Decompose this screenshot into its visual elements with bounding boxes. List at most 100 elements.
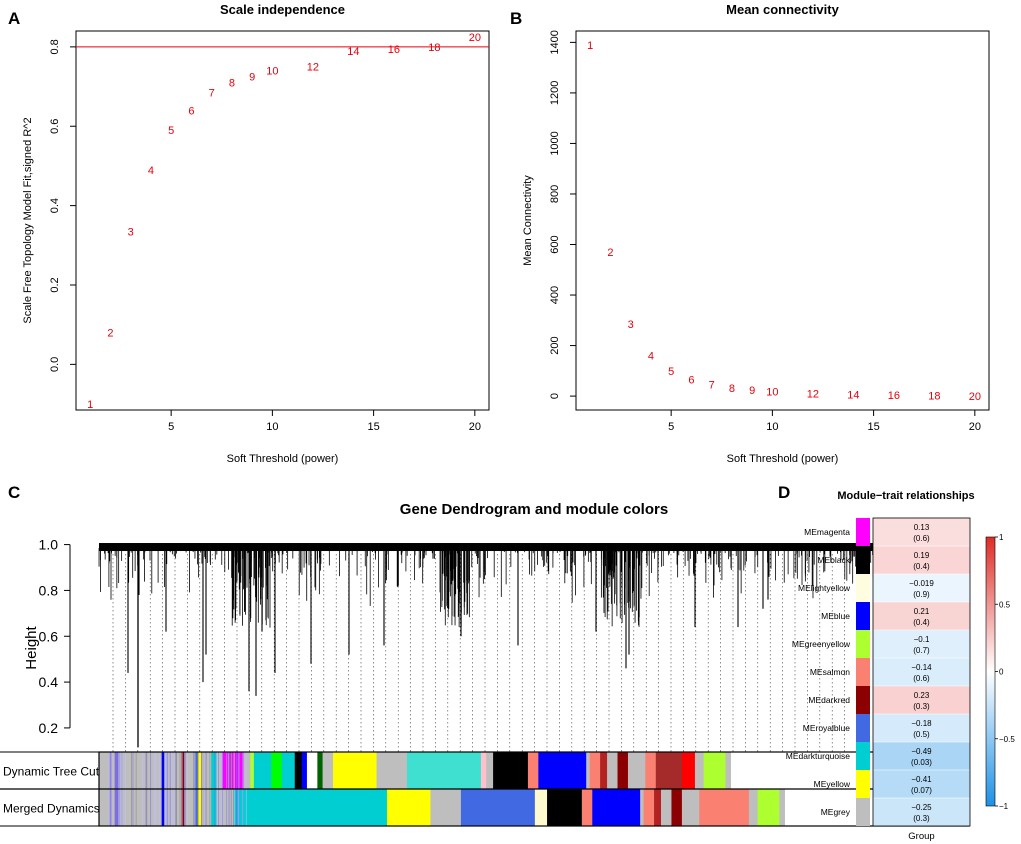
y-tick-label: 200 — [549, 336, 561, 354]
data-point-label: 7 — [709, 380, 715, 392]
heatmap-cell — [873, 602, 970, 630]
gene-dendrogram-plot: Gene Dendrogram and module colorsHeight0… — [0, 501, 970, 827]
p-value: (0.9) — [913, 590, 930, 599]
correlation-value: −0.1 — [914, 635, 930, 644]
data-point-label: 18 — [928, 391, 940, 403]
data-point-label: 2 — [607, 247, 613, 259]
data-point-label: 4 — [648, 351, 654, 363]
merged-dynamics-segment — [534, 789, 548, 826]
x-tick-label: 5 — [668, 421, 674, 433]
data-point-label: 5 — [168, 125, 174, 137]
colorbar-tick-label: −1 — [999, 802, 1009, 811]
dynamic-tree-cut-segment — [243, 752, 251, 789]
data-point-label: 8 — [729, 383, 735, 395]
x-tick-label: 20 — [969, 421, 981, 433]
y-tick-label: 0 — [549, 393, 561, 399]
dynamic-tree-cut-segment — [694, 752, 705, 789]
chart-title: Scale independence — [220, 2, 345, 17]
data-point-label: 5 — [668, 366, 674, 378]
y-tick-label: 0.8 — [39, 582, 59, 598]
data-point-label: 12 — [307, 62, 319, 74]
p-value: (0.6) — [913, 534, 930, 543]
y-tick-label: 0.4 — [39, 674, 59, 690]
chart-title: Mean connectivity — [726, 2, 839, 17]
merged-dynamics-segment — [643, 789, 655, 826]
dynamic-tree-cut-segment — [114, 752, 119, 789]
data-point-label: 20 — [969, 391, 981, 403]
colorbar-tick-label: 0.5 — [999, 600, 1011, 609]
x-tick-label: 10 — [266, 421, 278, 433]
x-tick-label: 20 — [469, 421, 481, 433]
dynamic-tree-cut-segment — [202, 752, 212, 789]
merged-dynamics-segment — [460, 789, 536, 826]
dynamic-tree-cut-segment — [538, 752, 587, 789]
x-tick-label: 15 — [367, 421, 379, 433]
dynamic-tree-cut-segment — [681, 752, 696, 789]
panel-label-c: C — [8, 483, 20, 502]
y-tick-label: 1200 — [549, 81, 561, 105]
module-label: MElightyellow — [798, 583, 851, 593]
dynamic-tree-cut-segment — [194, 752, 199, 789]
dynamic-tree-cut-segment — [211, 752, 217, 789]
dynamic-tree-cut-segment — [607, 752, 618, 789]
panel-label-a: A — [8, 9, 20, 28]
module-label: MEgreenyellow — [792, 639, 851, 649]
data-point-label: 7 — [209, 88, 215, 100]
chart-title: Gene Dendrogram and module colors — [400, 501, 668, 518]
data-point-label: 2 — [107, 328, 113, 340]
dynamic-tree-cut-segment — [527, 752, 539, 789]
dynamic-tree-cut-segment — [406, 752, 482, 789]
data-point-label: 9 — [249, 72, 255, 84]
data-point-label: 1 — [587, 40, 593, 52]
y-tick-label: 1000 — [549, 131, 561, 155]
merged-dynamics-segment — [184, 789, 196, 826]
merged-dynamics-segment — [681, 789, 700, 826]
data-point-label: 14 — [847, 390, 859, 402]
merged-dynamics-segment — [202, 789, 212, 826]
plot-frame — [75, 30, 490, 411]
data-point-label: 16 — [388, 44, 400, 56]
data-point-label: 12 — [807, 389, 819, 401]
heatmap-cell — [873, 630, 970, 658]
y-tick-label: 0.0 — [49, 357, 61, 372]
dynamic-tree-cut-segment — [184, 752, 196, 789]
module-swatch — [856, 546, 870, 574]
y-tick-label: 0.6 — [39, 628, 59, 644]
p-value: (0.7) — [913, 646, 930, 655]
data-point-label: 8 — [229, 78, 235, 90]
x-tick-label: 5 — [168, 421, 174, 433]
p-value: (0.03) — [911, 758, 932, 767]
y-tick-label: 600 — [549, 235, 561, 253]
y-tick-label: 800 — [549, 185, 561, 203]
heatmap-cell — [873, 714, 970, 742]
correlation-value: 0.21 — [914, 607, 930, 616]
scale-independence-plot: Scale independence Soft Threshold (power)… — [22, 2, 490, 465]
y-tick-label: 400 — [549, 286, 561, 304]
data-point-label: 6 — [688, 375, 694, 387]
p-value: (0.07) — [911, 786, 932, 795]
plot-frame — [575, 30, 990, 411]
merged-dynamics-segment — [386, 789, 431, 826]
merged-dynamics-segment — [233, 789, 388, 826]
y-tick-label: 0.4 — [49, 198, 61, 213]
merged-dynamics-segment — [161, 789, 165, 826]
dynamic-tree-cut-segment — [589, 752, 601, 789]
mean-connectivity-plot: Mean connectivity Soft Threshold (power) M… — [522, 2, 990, 465]
heatmap-frame — [872, 517, 971, 827]
x-tick-label: 15 — [867, 421, 879, 433]
chart-title: Module−trait relationships — [837, 490, 974, 502]
dynamic-tree-cut-segment — [617, 752, 629, 789]
merged-dynamics-segment — [757, 789, 780, 826]
y-tick-label: 1.0 — [39, 537, 59, 553]
correlation-value: −0.14 — [911, 663, 932, 672]
data-point-label: 1 — [87, 399, 93, 411]
correlation-value: −0.18 — [911, 719, 932, 728]
merged-dynamics-segment — [211, 789, 217, 826]
merged-dynamics-segment — [114, 789, 119, 826]
panel-label-d: D — [778, 483, 790, 502]
dynamic-tree-cut-segment — [198, 752, 203, 789]
data-point-label: 10 — [266, 66, 278, 78]
y-tick-label: 0.2 — [49, 277, 61, 292]
heatmap-cell — [873, 546, 970, 574]
dynamic-tree-cut-segment — [164, 752, 183, 789]
